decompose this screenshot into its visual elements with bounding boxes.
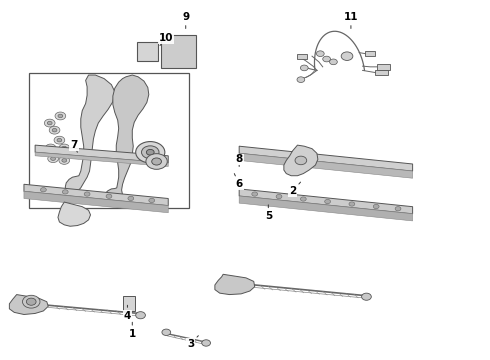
Circle shape <box>45 144 56 152</box>
Polygon shape <box>104 75 149 204</box>
Circle shape <box>149 198 155 203</box>
Text: 6: 6 <box>234 174 243 189</box>
Text: 2: 2 <box>289 182 300 197</box>
Circle shape <box>84 192 90 196</box>
Circle shape <box>55 112 66 120</box>
Polygon shape <box>24 184 168 206</box>
Circle shape <box>136 141 165 163</box>
Circle shape <box>325 199 331 204</box>
Circle shape <box>146 154 167 169</box>
Circle shape <box>58 114 63 118</box>
Text: 7: 7 <box>70 140 78 152</box>
Circle shape <box>59 144 70 152</box>
Text: 9: 9 <box>182 12 189 28</box>
Circle shape <box>48 155 58 163</box>
Polygon shape <box>239 153 413 178</box>
Circle shape <box>202 340 211 346</box>
Circle shape <box>52 129 57 132</box>
Circle shape <box>106 194 112 198</box>
Circle shape <box>62 190 68 194</box>
Circle shape <box>49 126 60 134</box>
Circle shape <box>59 157 70 165</box>
Bar <box>122 296 135 311</box>
Circle shape <box>162 329 171 336</box>
Circle shape <box>317 51 324 57</box>
Polygon shape <box>239 146 413 171</box>
Polygon shape <box>239 196 413 221</box>
Text: 3: 3 <box>187 336 198 349</box>
Text: 4: 4 <box>124 305 131 321</box>
Polygon shape <box>215 274 255 294</box>
Bar <box>366 51 375 56</box>
Circle shape <box>362 293 371 300</box>
Circle shape <box>300 65 308 71</box>
Circle shape <box>50 157 55 161</box>
Circle shape <box>252 192 258 196</box>
Circle shape <box>341 52 353 60</box>
Circle shape <box>26 298 36 305</box>
Circle shape <box>41 188 46 192</box>
Circle shape <box>136 312 146 319</box>
Polygon shape <box>239 189 413 214</box>
Circle shape <box>297 77 305 82</box>
Circle shape <box>276 194 282 199</box>
Text: 11: 11 <box>343 12 358 28</box>
Circle shape <box>295 156 307 165</box>
Bar <box>29 73 189 208</box>
Bar <box>375 71 388 75</box>
Circle shape <box>45 119 55 127</box>
Bar <box>377 64 390 70</box>
Bar <box>137 42 158 61</box>
Polygon shape <box>24 192 168 213</box>
Circle shape <box>48 146 53 150</box>
Polygon shape <box>35 145 168 163</box>
Circle shape <box>62 159 67 162</box>
Circle shape <box>62 146 67 150</box>
Circle shape <box>152 158 161 165</box>
Polygon shape <box>9 294 48 315</box>
Circle shape <box>323 56 331 62</box>
Circle shape <box>349 202 355 206</box>
Bar <box>297 54 307 59</box>
Polygon shape <box>35 152 168 166</box>
Text: 5: 5 <box>265 205 272 221</box>
Text: 1: 1 <box>129 322 136 339</box>
Circle shape <box>128 196 134 201</box>
Circle shape <box>330 59 337 65</box>
Polygon shape <box>284 145 318 176</box>
Circle shape <box>23 295 40 308</box>
Circle shape <box>47 121 52 125</box>
Circle shape <box>373 204 379 209</box>
Text: 10: 10 <box>159 33 173 45</box>
Polygon shape <box>58 202 91 226</box>
Polygon shape <box>65 75 115 194</box>
Circle shape <box>57 138 62 142</box>
Bar <box>161 35 196 68</box>
Circle shape <box>54 136 65 144</box>
Circle shape <box>395 207 401 211</box>
Circle shape <box>300 197 306 201</box>
Circle shape <box>142 146 159 159</box>
Text: 8: 8 <box>236 154 243 166</box>
Circle shape <box>147 149 154 155</box>
